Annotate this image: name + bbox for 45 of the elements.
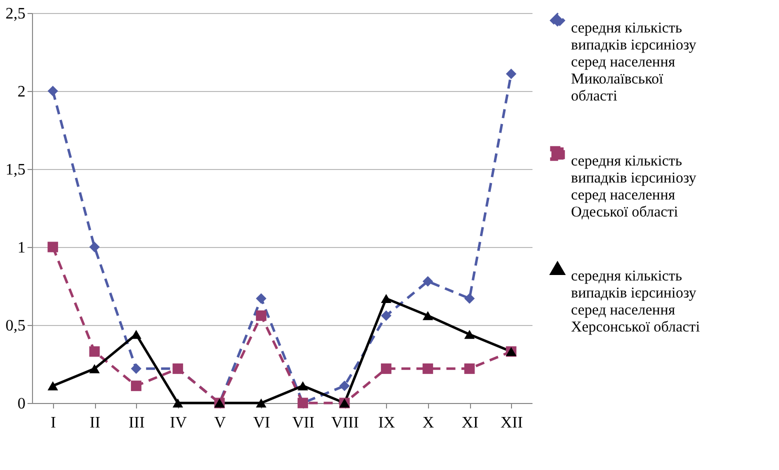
y-tick-label: 1,5 bbox=[6, 162, 26, 178]
point bbox=[422, 363, 434, 374]
y-tick-label: 0 bbox=[18, 396, 26, 412]
point bbox=[130, 363, 142, 374]
point bbox=[48, 242, 58, 252]
point bbox=[89, 364, 100, 374]
point bbox=[464, 293, 475, 304]
point bbox=[380, 294, 392, 304]
point bbox=[298, 381, 308, 390]
x-tick-label: I bbox=[50, 414, 56, 432]
point bbox=[380, 363, 392, 374]
y-tick-label: 2,5 bbox=[6, 6, 26, 22]
point bbox=[89, 242, 100, 252]
x-tick-label: X bbox=[422, 414, 435, 432]
y-tick-label: 0,5 bbox=[6, 318, 26, 334]
point bbox=[422, 311, 434, 320]
legend-label: середня кількість випадків ієрсиніозу серед населення Херсонської області bbox=[571, 268, 700, 336]
x-tick-label: IX bbox=[378, 414, 396, 432]
point bbox=[422, 276, 434, 287]
legend-label: середня кількість випадків ієрсиніозу серед населення Миколаївської області bbox=[571, 20, 697, 104]
x-tick-label: VIII bbox=[331, 414, 359, 432]
x-tick-label: III bbox=[128, 414, 145, 432]
point bbox=[89, 346, 100, 357]
point bbox=[256, 293, 266, 304]
point bbox=[464, 330, 475, 339]
point bbox=[130, 380, 142, 392]
point bbox=[48, 381, 58, 390]
point bbox=[172, 398, 184, 408]
x-tick-label: VI bbox=[253, 414, 270, 432]
point bbox=[256, 310, 266, 321]
point bbox=[506, 68, 516, 80]
x-tick-label: XI bbox=[462, 414, 478, 432]
x-tick-label: II bbox=[90, 414, 100, 432]
point bbox=[48, 86, 58, 96]
point bbox=[256, 398, 266, 408]
x-tick-label: XII bbox=[500, 414, 523, 432]
x-tick-label: VII bbox=[292, 414, 314, 432]
y-tick-label: 1 bbox=[18, 240, 26, 256]
y-tick-label: 2 bbox=[18, 84, 26, 100]
legend-label: середня кількість випадків ієрсиніозу серед населення Одеської області bbox=[571, 154, 697, 220]
point bbox=[464, 363, 475, 374]
point bbox=[339, 380, 350, 392]
x-tick-label: IV bbox=[170, 414, 188, 432]
x-tick-label: V bbox=[214, 414, 226, 432]
point bbox=[380, 310, 392, 321]
